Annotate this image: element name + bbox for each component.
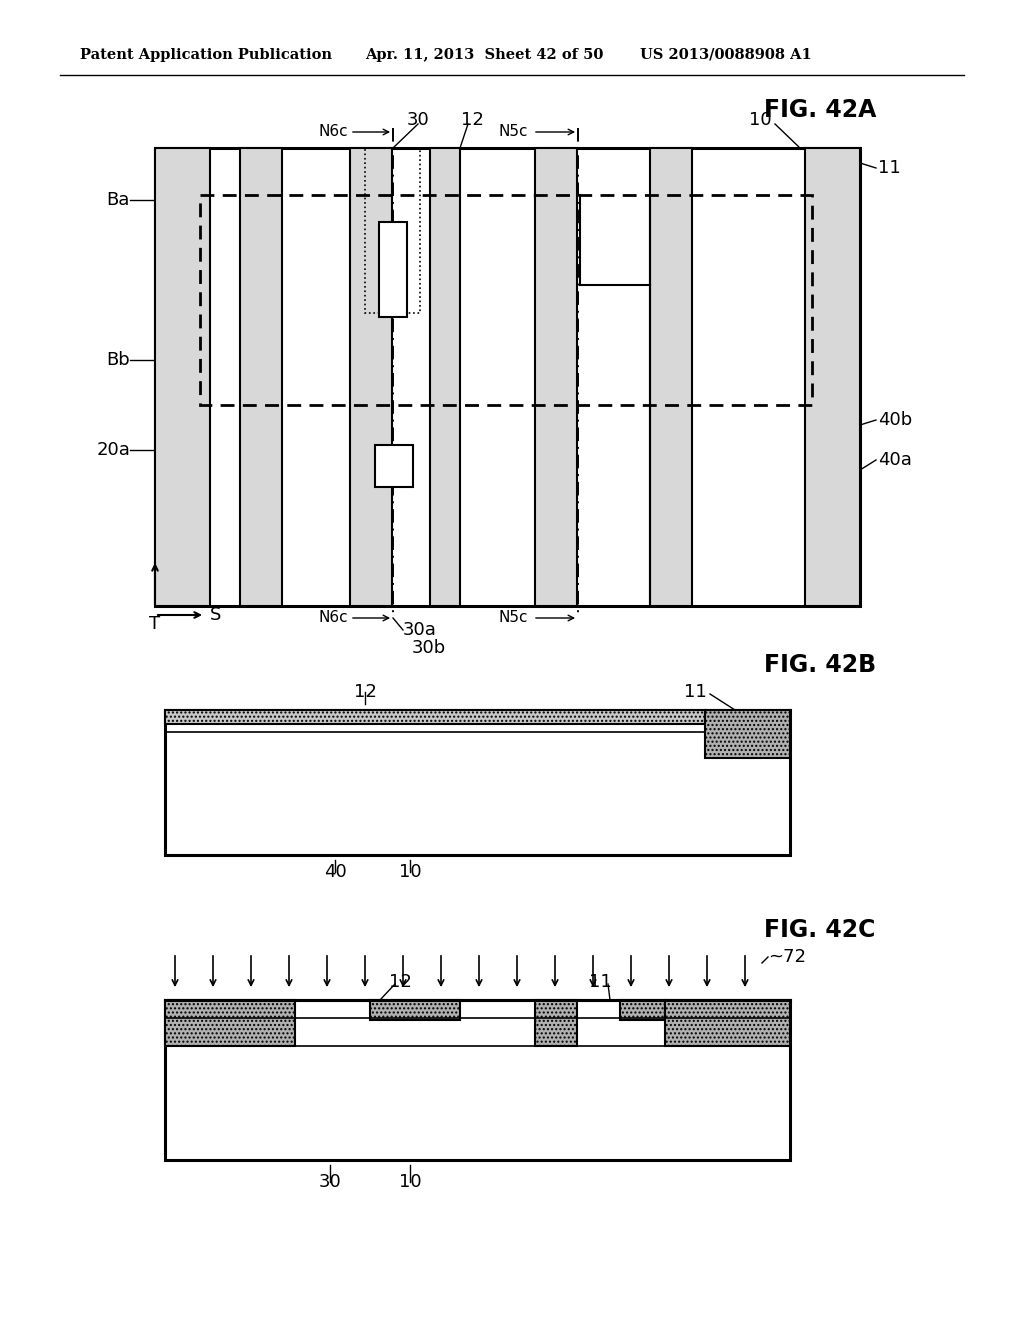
Text: 40: 40 [324, 863, 346, 880]
Bar [165, 1001, 295, 1045]
Bar [165, 1001, 790, 1160]
Text: 30: 30 [318, 1173, 341, 1191]
Bar [200, 195, 812, 405]
Bar [350, 148, 392, 606]
Text: Ba: Ba [106, 191, 130, 209]
Bar [375, 445, 413, 487]
Bar [165, 710, 790, 855]
Text: Apr. 11, 2013  Sheet 42 of 50: Apr. 11, 2013 Sheet 42 of 50 [365, 48, 603, 62]
Bar [370, 1001, 460, 1020]
Text: 10: 10 [749, 111, 771, 129]
Text: FIG. 42C: FIG. 42C [764, 917, 876, 942]
Bar [365, 148, 420, 313]
Text: 20a: 20a [96, 441, 130, 459]
Text: N5c: N5c [498, 610, 527, 626]
Bar [155, 148, 860, 606]
Text: 40b: 40b [878, 411, 912, 429]
Text: T: T [150, 615, 161, 634]
Text: S: S [210, 606, 221, 624]
Bar [620, 1001, 665, 1020]
Text: FIG. 42A: FIG. 42A [764, 98, 877, 121]
Bar [155, 148, 210, 606]
Text: Bb: Bb [106, 351, 130, 370]
Bar [430, 148, 460, 606]
Bar [165, 710, 705, 723]
Bar [665, 1001, 790, 1045]
Bar [379, 222, 407, 317]
Text: 12: 12 [461, 111, 483, 129]
Text: FIG. 42B: FIG. 42B [764, 653, 877, 677]
Text: N5c: N5c [498, 124, 527, 140]
Bar [650, 148, 692, 606]
Text: 11: 11 [878, 158, 901, 177]
Text: 30: 30 [407, 111, 429, 129]
Text: 40a: 40a [878, 451, 912, 469]
Text: ~72: ~72 [768, 948, 806, 966]
Text: 30b: 30b [412, 639, 446, 657]
Bar [805, 148, 860, 606]
Bar [705, 710, 790, 758]
Text: 30a: 30a [403, 620, 437, 639]
Text: 10: 10 [398, 863, 421, 880]
Bar [240, 148, 282, 606]
Text: US 2013/0088908 A1: US 2013/0088908 A1 [640, 48, 812, 62]
Text: 11: 11 [589, 973, 611, 991]
Text: 12: 12 [353, 682, 377, 701]
Text: 12: 12 [388, 973, 412, 991]
Text: N6c: N6c [318, 124, 347, 140]
Bar [535, 148, 577, 606]
Bar [535, 1001, 577, 1045]
Text: Patent Application Publication: Patent Application Publication [80, 48, 332, 62]
Text: 10: 10 [398, 1173, 421, 1191]
Text: 11: 11 [684, 682, 707, 701]
Text: N6c: N6c [318, 610, 347, 626]
